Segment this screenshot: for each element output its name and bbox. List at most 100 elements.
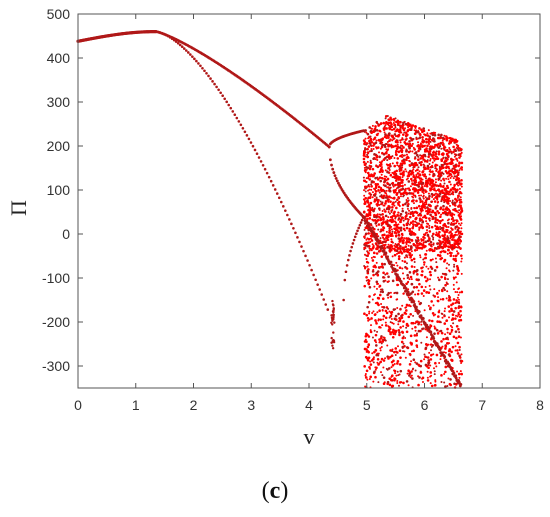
- data-point: [429, 132, 432, 135]
- data-point: [449, 183, 452, 186]
- data-point: [398, 333, 401, 337]
- data-point: [363, 365, 366, 368]
- data-point: [402, 335, 405, 338]
- data-point: [404, 336, 407, 339]
- data-point: [379, 318, 383, 322]
- data-point: [395, 225, 399, 228]
- data-point: [363, 347, 367, 351]
- data-point: [374, 221, 378, 225]
- data-point: [197, 62, 200, 65]
- data-point: [366, 151, 369, 154]
- data-point: [417, 137, 420, 140]
- data-point: [410, 374, 413, 377]
- data-point: [331, 299, 334, 303]
- data-point: [402, 173, 405, 176]
- data-point: [440, 275, 443, 279]
- data-point: [421, 209, 424, 212]
- data-point: [378, 284, 382, 288]
- data-point: [433, 133, 437, 137]
- data-point: [425, 140, 428, 144]
- y-tick-label: 300: [47, 94, 71, 110]
- data-point: [261, 163, 265, 167]
- data-point: [459, 191, 462, 194]
- data-point: [375, 139, 378, 142]
- data-point: [399, 212, 403, 216]
- data-point: [439, 142, 442, 145]
- data-point: [364, 147, 367, 151]
- data-point: [392, 328, 395, 332]
- data-point: [410, 137, 413, 141]
- data-point: [445, 319, 449, 322]
- data-point: [437, 296, 440, 299]
- data-point: [424, 343, 428, 346]
- data-point: [373, 256, 376, 259]
- data-point: [413, 207, 416, 210]
- data-point: [383, 246, 386, 249]
- data-point: [396, 143, 399, 146]
- data-point: [381, 213, 384, 216]
- data-point: [425, 149, 429, 153]
- data-point: [366, 305, 369, 309]
- data-point: [390, 312, 393, 315]
- data-point: [411, 321, 415, 325]
- data-point: [368, 206, 372, 209]
- data-point: [449, 383, 452, 387]
- data-point: [422, 327, 425, 330]
- data-point: [417, 158, 420, 162]
- data-point: [373, 213, 376, 217]
- data-point: [372, 244, 375, 247]
- data-point: [375, 164, 378, 167]
- data-point: [365, 177, 368, 180]
- data-point: [310, 268, 313, 272]
- data-point: [373, 329, 376, 332]
- data-point: [397, 178, 400, 181]
- data-point: [387, 296, 390, 299]
- data-point: [402, 219, 405, 222]
- data-point: [424, 346, 428, 350]
- data-point: [451, 234, 455, 238]
- data-point: [420, 266, 423, 270]
- data-point: [427, 267, 430, 270]
- data-point: [364, 196, 367, 200]
- data-point: [366, 270, 370, 273]
- data-point: [378, 176, 382, 179]
- data-point: [448, 316, 451, 319]
- data-point: [401, 304, 404, 307]
- data-point: [433, 145, 436, 149]
- data-point: [363, 264, 366, 267]
- data-point: [449, 237, 452, 240]
- data-point: [380, 186, 383, 189]
- data-point: [458, 169, 461, 172]
- data-point: [421, 145, 424, 148]
- data-point: [444, 198, 447, 201]
- data-point: [365, 217, 369, 221]
- data-point: [387, 211, 390, 214]
- data-point: [454, 190, 458, 194]
- data-point: [436, 189, 439, 192]
- data-point: [447, 142, 451, 145]
- data-point: [381, 201, 384, 204]
- data-point: [427, 291, 431, 295]
- data-point: [382, 306, 386, 309]
- data-point: [397, 257, 401, 261]
- data-point: [330, 336, 333, 340]
- data-point: [452, 322, 455, 325]
- data-point: [397, 323, 400, 326]
- data-point: [410, 360, 413, 363]
- data-point: [441, 316, 444, 319]
- data-point: [402, 195, 405, 198]
- data-point: [442, 208, 445, 211]
- data-point: [367, 215, 370, 218]
- data-point: [395, 147, 399, 150]
- data-point: [428, 319, 431, 322]
- data-point: [369, 201, 373, 205]
- data-point: [374, 368, 377, 371]
- data-point: [436, 222, 439, 225]
- data-point: [375, 287, 378, 290]
- data-point: [381, 234, 384, 237]
- data-point: [423, 233, 427, 237]
- data-point: [377, 228, 380, 231]
- data-point: [405, 241, 408, 244]
- data-point: [448, 310, 451, 313]
- data-point: [343, 278, 347, 282]
